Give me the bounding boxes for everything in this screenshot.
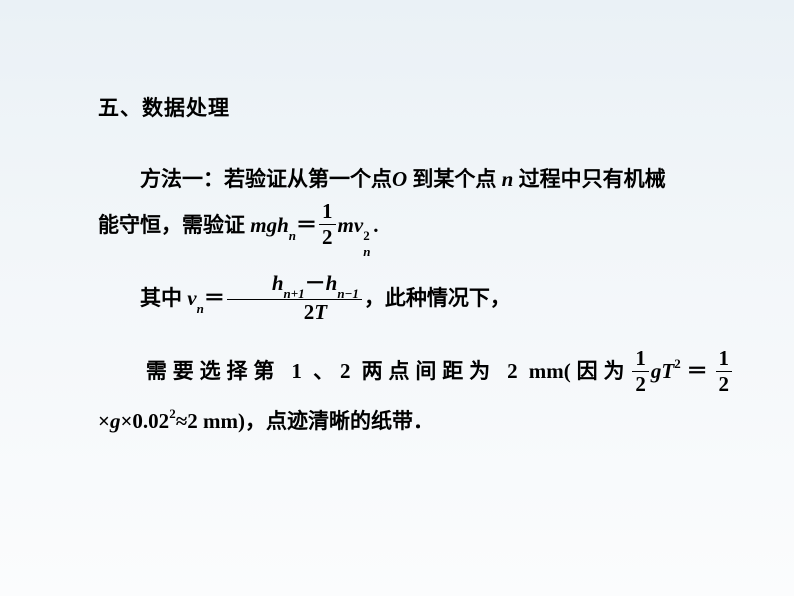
eq2-frac: hn+1－hn−12T bbox=[227, 272, 362, 325]
p4-text-c: ≈2 mm)，点迹清晰的纸带． bbox=[176, 409, 434, 433]
eq1-equals: ＝ bbox=[296, 213, 317, 237]
p1-text-d: 能守恒，需验证 bbox=[98, 213, 250, 237]
eq3-T-sup: 2 bbox=[674, 356, 681, 371]
eq2-h2-sub: n−1 bbox=[337, 286, 359, 301]
eq1-g: g bbox=[267, 213, 278, 237]
p3-text-a: 需要选择第 1 、2 两点间距为 2 mm(因为 bbox=[140, 359, 630, 383]
p2-text-b: ，此种情况下， bbox=[364, 286, 511, 310]
eq2-den-2: 2 bbox=[304, 300, 315, 324]
eq3a-num: 1 bbox=[632, 347, 649, 372]
eq2-frac-den: 2T bbox=[227, 300, 362, 324]
eq3a-den: 2 bbox=[632, 372, 649, 396]
eq1-m2: m bbox=[338, 213, 354, 237]
eq2-h1-sub: n+1 bbox=[284, 286, 305, 301]
symbol-O: O bbox=[392, 167, 407, 191]
eq2-h1: h bbox=[272, 271, 284, 295]
paragraph-1: 方法一：若验证从第一个点 O 到某个点 n 过程中只有机械 能守恒，需验证 mg… bbox=[98, 156, 734, 252]
eq3-frac-a: 12 bbox=[632, 347, 649, 396]
eq2-minus: － bbox=[305, 271, 326, 295]
eq1-frac-num: 1 bbox=[319, 200, 336, 225]
p1-text-c: 过程中只有机械 bbox=[513, 167, 665, 191]
p1-line1-lead: 方法一：若验证从第一个点 bbox=[98, 156, 392, 202]
eq1-period: . bbox=[373, 213, 378, 237]
eq1-h: h bbox=[277, 213, 289, 237]
p4-text-a: × bbox=[98, 409, 110, 433]
equation-1: mghn＝12mv2n. bbox=[250, 213, 378, 237]
paragraph-3: 需要选择第 1 、2 两点间距为 2 mm(因为12gT2＝12 ×g×0.02… bbox=[98, 348, 734, 444]
eq3b-num: 1 bbox=[716, 347, 733, 372]
p2-text-a: 其中 bbox=[140, 286, 187, 310]
eq2-h2: h bbox=[326, 271, 338, 295]
eq1-m: m bbox=[250, 213, 266, 237]
eq1-v: v bbox=[354, 213, 363, 237]
eq3-T: T bbox=[661, 359, 674, 383]
p4-text-b: ×0.02 bbox=[120, 409, 169, 433]
p1-text-b: 到某个点 bbox=[407, 167, 502, 191]
eq1-frac-den: 2 bbox=[319, 225, 336, 249]
eq3-g: g bbox=[651, 359, 662, 383]
eq1-frac-half: 12 bbox=[319, 200, 336, 249]
eq3b-den: 2 bbox=[716, 372, 733, 396]
paragraph-2: 其中 vn＝hn+1－hn−12T，此种情况下， bbox=[98, 274, 734, 327]
p4-g: g bbox=[110, 409, 121, 433]
symbol-n: n bbox=[502, 167, 514, 191]
eq1-h-sub: n bbox=[289, 228, 296, 243]
eq2-equals: ＝ bbox=[204, 286, 225, 310]
eq2-frac-num: hn+1－hn−1 bbox=[227, 272, 362, 300]
eq2-v-sub: n bbox=[197, 301, 204, 316]
eq1-v-sub: n bbox=[363, 238, 370, 267]
eq2-den-T: T bbox=[314, 300, 327, 324]
eq3-equals: ＝ bbox=[681, 359, 714, 383]
equation-3: 12gT2＝12 bbox=[630, 359, 734, 383]
p4-sup: 2 bbox=[169, 406, 176, 421]
section-heading: 五、数据处理 bbox=[98, 92, 734, 126]
equation-2: vn＝hn+1－hn−12T bbox=[187, 286, 364, 310]
eq2-v: v bbox=[187, 286, 196, 310]
eq3-frac-b: 12 bbox=[716, 347, 733, 396]
